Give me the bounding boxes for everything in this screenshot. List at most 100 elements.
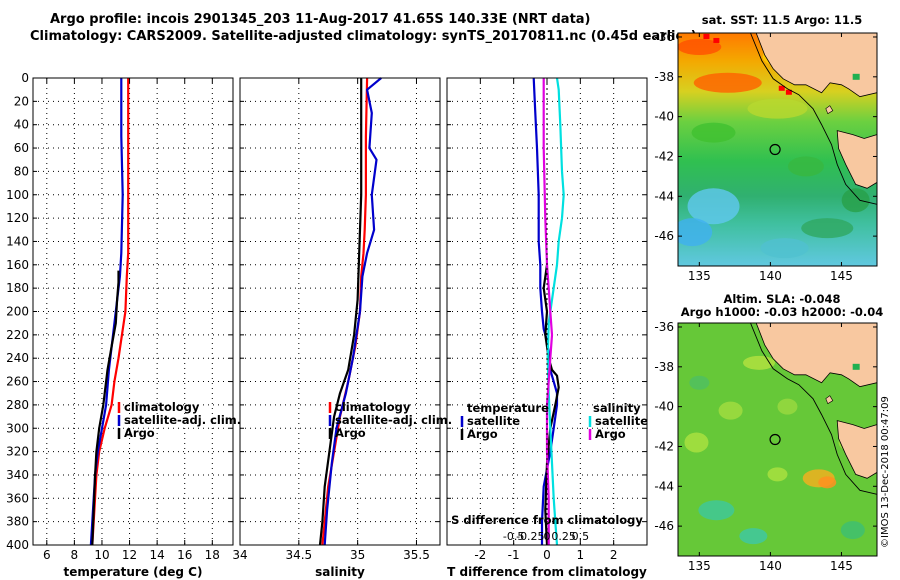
legend-label: satellite xyxy=(467,414,520,428)
y-tick-label: 280 xyxy=(6,398,29,412)
land-king-island xyxy=(825,105,834,115)
y-tick-label: 120 xyxy=(6,211,29,225)
map-x-tick-label: 145 xyxy=(830,559,853,573)
hot-pixel xyxy=(785,89,792,95)
y-tick-label: 240 xyxy=(6,351,29,365)
sst-map-title: sat. SST: 11.5 Argo: 11.5 xyxy=(702,13,862,27)
map-x-tick-label: 140 xyxy=(759,269,782,283)
map-y-tick-label: -36 xyxy=(654,30,674,44)
land-mainland xyxy=(755,33,877,98)
x-tick-label: 34 xyxy=(232,548,247,562)
sla-patch xyxy=(718,401,743,420)
map-field xyxy=(678,323,877,556)
x-tick-label: 0 xyxy=(543,548,551,562)
s-tick-label: 0.25 xyxy=(551,530,576,543)
panel-difference: -2 -1 0 1 2 T difference from climatology temp… xyxy=(446,77,648,579)
map-sla_map: -36 -38 -40 -42 -44 -46 135 140 145 xyxy=(654,320,878,573)
x-tick-label: 16 xyxy=(177,548,192,562)
land-feature xyxy=(852,363,860,370)
sst-patch xyxy=(801,218,854,239)
legend-label: Argo xyxy=(124,426,155,440)
sla-patch xyxy=(684,432,709,453)
x-tick-label: -1 xyxy=(508,548,520,562)
sst-patch xyxy=(841,188,870,213)
x-axis-label-secondary: S difference from climatology xyxy=(451,513,643,527)
sla-map-title-line2: Argo h1000: -0.03 h2000: -0.04 xyxy=(681,305,884,319)
x-tick-label: 2 xyxy=(610,548,618,562)
series-line-salinity-1 xyxy=(323,77,382,546)
hot-pixel xyxy=(778,85,785,91)
sst-patch xyxy=(678,218,713,247)
legend-label: Argo xyxy=(467,427,498,441)
y-tick-label: 40 xyxy=(14,118,29,132)
sla-patch xyxy=(743,355,776,370)
map-y-tick-label: -44 xyxy=(654,479,674,493)
sst-patch xyxy=(787,156,824,177)
series-line-temperature-2 xyxy=(91,270,120,546)
map-y-tick-label: -42 xyxy=(654,439,674,453)
series-line-difference-2 xyxy=(546,77,565,546)
legend-label: climatology xyxy=(335,400,411,414)
x-tick-label: 8 xyxy=(71,548,79,562)
map-y-tick-label: -38 xyxy=(654,70,674,84)
x-tick-label: 18 xyxy=(205,548,220,562)
land-feature xyxy=(852,73,860,80)
sla-patch xyxy=(767,467,788,482)
x-tick-label: 35 xyxy=(350,548,365,562)
shelf-contour xyxy=(750,323,877,495)
s-tick-label: 0.5 xyxy=(572,530,590,543)
x-tick-label: 14 xyxy=(149,548,164,562)
s-tick-label: 0 xyxy=(544,530,551,543)
legend-label: satellite-adj. clim. xyxy=(335,413,452,427)
map-y-tick-label: -38 xyxy=(654,360,674,374)
chart-title-line1: Argo profile: incois 2901345_203 11-Aug-… xyxy=(50,12,591,27)
chart-title-line2: Climatology: CARS2009. Satellite-adjuste… xyxy=(30,29,697,44)
y-tick-label: 300 xyxy=(6,421,29,435)
map-x-tick-label: 135 xyxy=(688,269,711,283)
land-king-island xyxy=(825,395,834,405)
y-tick-label: 380 xyxy=(6,515,29,529)
hot-pixel xyxy=(713,37,720,43)
map-sst_map: -36 -38 -40 -42 -44 -46 135 140 145 xyxy=(654,30,878,283)
sst-patch xyxy=(693,72,762,93)
y-tick-label: 340 xyxy=(6,468,29,482)
x-axis-label: salinity xyxy=(315,565,365,579)
sla-patch xyxy=(777,398,798,415)
legend-label: satellite-adj. clim. xyxy=(124,413,241,427)
sst-patch xyxy=(691,122,736,143)
argo-position-marker xyxy=(769,143,781,156)
x-axis-label: temperature (deg C) xyxy=(64,565,203,579)
y-tick-label: 0 xyxy=(21,71,29,85)
map-y-tick-label: -46 xyxy=(654,229,674,243)
sla-patch xyxy=(689,375,710,390)
map-field xyxy=(678,33,877,266)
x-tick-label: 10 xyxy=(94,548,109,562)
legend-label: Argo xyxy=(595,427,626,441)
y-tick-label: 160 xyxy=(6,258,29,272)
x-axis-label: T difference from climatology xyxy=(447,565,647,579)
map-x-tick-label: 140 xyxy=(759,559,782,573)
map-y-tick-label: -40 xyxy=(654,400,674,414)
map-x-tick-label: 145 xyxy=(830,269,853,283)
legend-label: Argo xyxy=(335,426,366,440)
land-tasmania xyxy=(836,420,877,479)
map-frame xyxy=(677,322,878,557)
sla-map-title-line1: Altim. SLA: -0.048 xyxy=(723,292,840,306)
s-tick-label: -0.5 xyxy=(503,530,524,543)
y-tick-label: 60 xyxy=(14,141,29,155)
y-tick-label: 80 xyxy=(14,164,29,178)
y-tick-label: 260 xyxy=(6,375,29,389)
x-tick-label: 34.5 xyxy=(285,548,312,562)
sst-patch xyxy=(747,98,808,119)
shelf-contour xyxy=(750,33,877,205)
x-tick-label: 1 xyxy=(577,548,585,562)
hot-pixel xyxy=(703,33,710,39)
sst-patch xyxy=(678,38,722,55)
map-x-tick-label: 135 xyxy=(688,559,711,573)
series-line-difference-3 xyxy=(542,78,554,545)
sla-patch xyxy=(840,521,865,540)
y-tick-label: 20 xyxy=(14,94,29,108)
s-tick-label: -0.25 xyxy=(516,530,544,543)
series-line-salinity-2 xyxy=(318,78,363,546)
